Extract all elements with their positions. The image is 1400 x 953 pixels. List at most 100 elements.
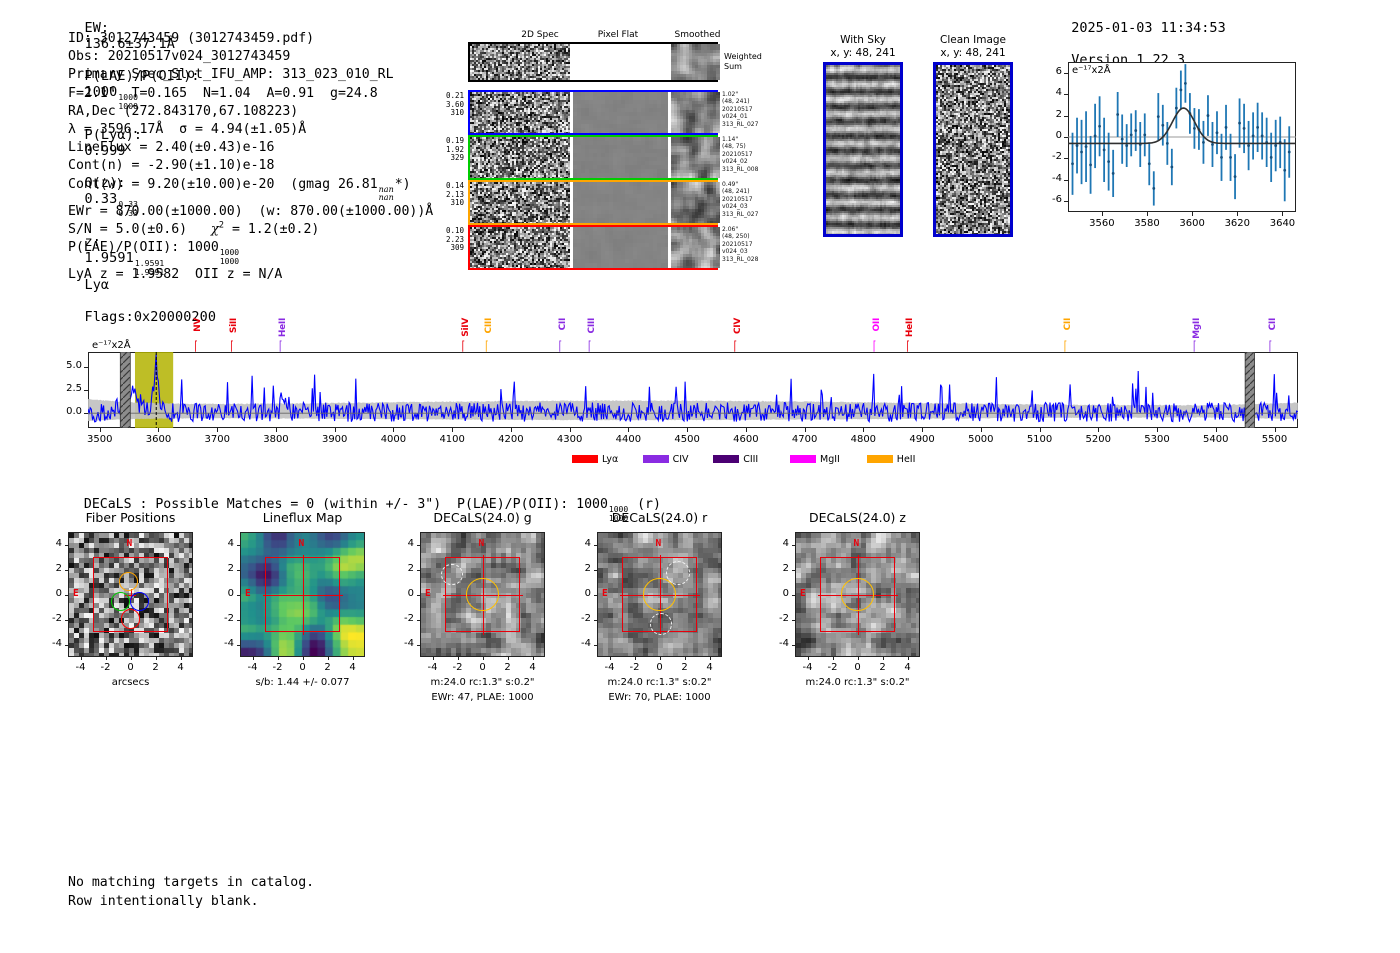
cutout-caption-4-1: m:24.0 rc:1.3" s:0.2": [607, 677, 712, 688]
stat-value: 0.21: [445, 91, 464, 100]
legend-label-civ: CIV: [672, 454, 689, 465]
spec-row-stats-2: 0.19 1.92 329: [440, 136, 464, 163]
spec-2dspec-image-3: [470, 182, 570, 223]
y-tick-mark: [84, 366, 88, 368]
flags-value: Flags:0x20000200: [84, 309, 217, 325]
info-lineflux: LineFlux = 2.40(±0.43)e-16: [68, 140, 275, 156]
cutout-y-tick-mark: [237, 619, 240, 621]
spec-pixelflat-image-1: [573, 92, 668, 133]
cutout-x-tick-label: 4: [177, 662, 184, 673]
footer-line-2: Row intentionally blank.: [68, 893, 259, 909]
info-primary-spec: Primary Spec_Slot_IFU_AMP: 313_023_010_R…: [68, 67, 394, 83]
spec-smoothed-image-1: [671, 92, 720, 133]
x-tick-label: 3640: [1269, 218, 1296, 229]
spec-smoothed-image-4: [671, 227, 720, 268]
emission-line-bracket-7: ⌈: [733, 340, 738, 354]
plya-label: P(Lyα):: [84, 127, 143, 143]
cutout-y-tick-mark: [417, 544, 420, 546]
clean-image: [933, 62, 1013, 237]
cutout-x-tick-mark: [130, 657, 132, 660]
weighted-smoothed-image: [671, 44, 720, 80]
cutout-caption-2-1: s/b: 1.44 +/- 0.077: [255, 677, 350, 688]
info-cont-n: Cont(n) = -2.90(±1.10)e-18: [68, 158, 275, 174]
cutout-x-tick-mark: [807, 657, 809, 660]
stat-value: 309: [450, 243, 464, 253]
compass-east-5: E: [800, 587, 806, 599]
cutout-y-tick-mark: [237, 594, 240, 596]
cutout-y-tick-mark: [594, 594, 597, 596]
col-header-pixelflat: Pixel Flat: [597, 30, 639, 40]
full-spectrum-plot: e⁻¹⁷x2Å 3500 3600 3700 3800 3900 4000 4100 4200 4…: [60, 300, 1340, 450]
spec-row-weighted-sum: [468, 42, 720, 82]
cutout-x-tick-label: 4: [706, 662, 713, 673]
compass-east-4: E: [602, 587, 608, 599]
y-tick-label: 2: [1055, 108, 1062, 120]
info-plae-hi: 1000: [219, 248, 240, 258]
summary-header: EW: 136.6±37.1Å P(LAE)/P(OII): 1000 1000 1…: [68, 4, 216, 325]
meta-value: 313_RL_028: [722, 255, 759, 263]
cutout-x-tick-label: -4: [427, 662, 438, 673]
cutout-title-1: Fiber Positions: [85, 510, 176, 525]
meta-value: 313_RL_008: [722, 165, 759, 173]
y-tick-label: -2: [1052, 151, 1062, 163]
z-lo: 1.9591: [134, 267, 165, 277]
decals-header-lo: 1000: [608, 513, 629, 523]
y-tick-label: 2.5: [66, 383, 82, 394]
x-tick-mark: [922, 428, 924, 432]
crosshair-segment-5-3: [857, 554, 859, 577]
spectrum-data-layer: [88, 352, 1298, 428]
y-tick-label: 0: [1055, 130, 1062, 141]
cutout-x-tick-label: 2: [324, 662, 331, 673]
meta-value: 313_RL_027: [722, 120, 759, 128]
cutout-y-tick-label: 4: [227, 537, 234, 549]
info-cont-w-hi: nan: [378, 184, 394, 194]
x-tick-mark: [1157, 428, 1159, 432]
emission-line-bracket-12: ⌈: [1268, 340, 1273, 354]
y-tick-mark: [1064, 115, 1068, 117]
cutout-x-tick-mark: [457, 657, 459, 660]
cutout-y-tick-label: 0: [584, 587, 591, 599]
footer-line-1: No matching targets in catalog.: [68, 875, 315, 890]
z-species: Lyα: [84, 277, 110, 293]
line-fit-flux-annotation: e⁻¹⁷x2Å: [1072, 65, 1111, 76]
cutout-x-tick-mark: [832, 657, 834, 660]
x-tick-label: 3580: [1134, 218, 1160, 229]
aperture-circle-5: [841, 578, 874, 611]
legend-label-mgii: MgII: [820, 454, 840, 465]
stat-value: 3.60: [445, 99, 464, 109]
x-tick-label: 3620: [1224, 218, 1251, 229]
cutout-x-tick-label: -2: [629, 662, 640, 673]
cutout-title-2: Lineflux Map: [262, 510, 343, 525]
cutout-y-tick-label: 2: [782, 562, 789, 574]
weighted-sum-label: Weighted Sum: [724, 52, 762, 71]
stat-value: 0.10: [445, 226, 464, 235]
compass-east-1: E: [73, 587, 79, 599]
cutout-caption-3-2: EWr: 47, PLAE: 1000: [431, 692, 534, 703]
col-header-2dspec: 2D Spec: [521, 30, 559, 40]
x-tick-mark: [980, 428, 982, 432]
compass-north-1: N: [126, 538, 133, 549]
info-sn-b: = 1.2(±0.2): [224, 221, 320, 237]
x-tick-label: 5200: [1085, 434, 1111, 445]
meta-value: v024_03: [722, 248, 748, 256]
x-tick-label: 5000: [968, 434, 994, 445]
spec-row-meta-1: 1.02" (48, 241) 20210517 v024_01 313_RL_027: [722, 91, 772, 128]
aperture-circle-3: [466, 578, 499, 611]
crosshair-segment-4-3: [659, 554, 661, 577]
y-tick-mark: [1064, 72, 1068, 74]
y-tick-mark: [84, 413, 88, 415]
y-tick-mark: [84, 390, 88, 391]
y-tick-label: -4: [1052, 172, 1062, 184]
stat-value: 329: [450, 153, 464, 163]
x-tick-label: 3700: [204, 434, 230, 445]
x-tick-mark: [745, 428, 747, 432]
info-plae-text: P(LAE)/P(OII): 1000: [68, 240, 219, 256]
detection-info-block: ID: 3012743459 (3012743459.pdf) Obs: 202…: [68, 30, 433, 284]
cutout-y-tick-mark: [792, 569, 795, 571]
cutout-y-tick-label: -2: [224, 612, 234, 624]
line-fit-data-layer: [1068, 64, 1296, 206]
cutout-x-tick-label: -4: [604, 662, 615, 673]
info-cont-w-lo: nan: [378, 193, 394, 203]
x-tick-label: 5400: [1203, 434, 1229, 445]
x-tick-mark: [687, 428, 689, 432]
